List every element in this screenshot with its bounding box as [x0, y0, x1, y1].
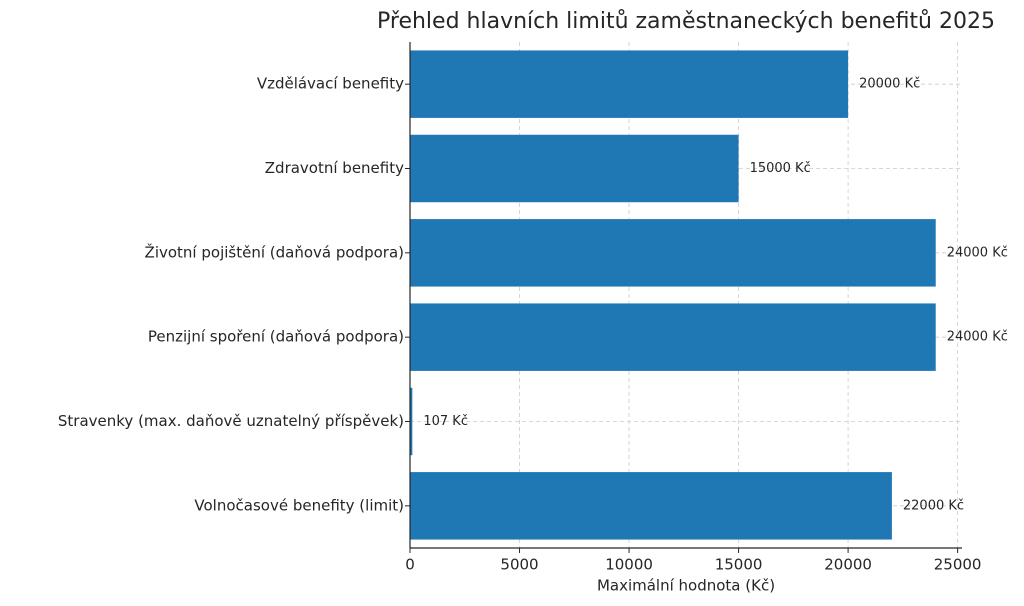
y-tick-label: Penzijní spoření (daňová podpora)	[148, 328, 404, 346]
y-tick-label: Stravenky (max. daňově uznatelný příspěv…	[58, 412, 404, 430]
chart-title: Přehled hlavních limitů zaměstnaneckých …	[377, 9, 995, 34]
bar	[410, 472, 892, 540]
y-tick-label: Volnočasové benefity (limit)	[194, 496, 404, 514]
y-tick-label: Zdravotní benefity	[265, 159, 404, 177]
value-label: 24000 Kč	[947, 330, 1008, 345]
x-tick-label: 10000	[605, 556, 653, 574]
bar	[410, 219, 936, 287]
value-label: 22000 Kč	[903, 498, 964, 513]
bar	[410, 387, 413, 456]
value-label: 107 Kč	[423, 414, 468, 429]
x-tick-label: 25000	[934, 556, 982, 574]
x-tick-label: 20000	[824, 556, 872, 574]
x-axis-label: Maximální hodnota (Kč)	[597, 577, 775, 595]
y-tick-label: Vzdělávací benefity	[257, 75, 404, 93]
x-tick-label: 5000	[500, 556, 538, 574]
bar	[410, 50, 849, 118]
value-label: 20000 Kč	[859, 77, 920, 92]
y-tick-label: Životní pojištění (daňová podpora)	[145, 242, 404, 261]
value-label: 15000 Kč	[750, 161, 811, 176]
x-tick-label: 0	[405, 556, 415, 574]
bar	[410, 303, 936, 371]
x-tick-label: 15000	[715, 556, 763, 574]
value-label: 24000 Kč	[947, 245, 1008, 260]
bar	[410, 134, 739, 203]
